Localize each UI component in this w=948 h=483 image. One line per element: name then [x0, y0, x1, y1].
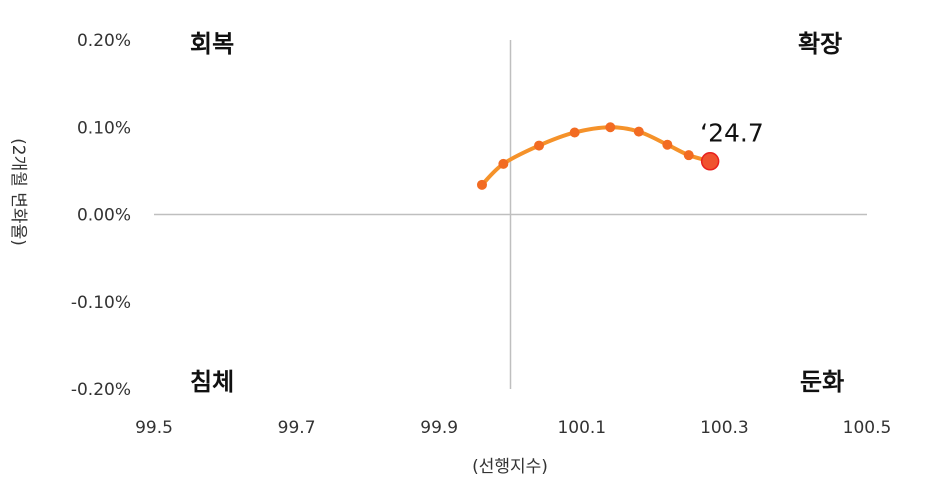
y-tick-label: 0.20% — [77, 31, 131, 51]
data-point — [662, 139, 673, 150]
quadrant-label-bottom-left: 침체 — [190, 368, 234, 396]
series — [476, 122, 720, 190]
axes — [154, 40, 867, 389]
quadrant-label-top-left: 회복 — [190, 30, 234, 58]
data-point — [683, 150, 694, 161]
quadrant-label-bottom-right: 둔화 — [800, 368, 844, 396]
data-point — [633, 126, 644, 137]
latest-data-point — [700, 152, 720, 171]
y-tick-label: 0.00% — [77, 206, 131, 226]
x-tick-label: 99.7 — [278, 418, 316, 438]
y-axis-label: (2개월 변화율) — [8, 138, 28, 246]
y-tick-labels: 0.20% 0.10% 0.00% -0.10% -0.20% — [71, 31, 131, 400]
y-tick-label: -0.10% — [71, 293, 131, 313]
x-tick-labels: 99.5 99.7 99.9 100.1 100.3 100.5 — [135, 418, 891, 438]
x-tick-label: 100.3 — [700, 418, 749, 438]
x-tick-label: 99.9 — [420, 418, 458, 438]
data-point — [605, 122, 616, 133]
x-tick-label: 100.5 — [843, 418, 892, 438]
annotation-label: ‘24.7 — [700, 118, 764, 147]
x-tick-label: 100.1 — [557, 418, 606, 438]
y-tick-label: 0.10% — [77, 118, 131, 138]
data-point — [476, 179, 487, 190]
x-tick-label: 99.5 — [135, 418, 173, 438]
quadrant-label-top-right: 확장 — [798, 30, 842, 58]
y-tick-label: -0.20% — [71, 380, 131, 400]
series-line — [479, 125, 713, 187]
data-point — [534, 140, 545, 151]
data-point — [498, 158, 509, 169]
data-point — [569, 127, 580, 138]
x-axis-label: (선행지수) — [472, 457, 548, 477]
